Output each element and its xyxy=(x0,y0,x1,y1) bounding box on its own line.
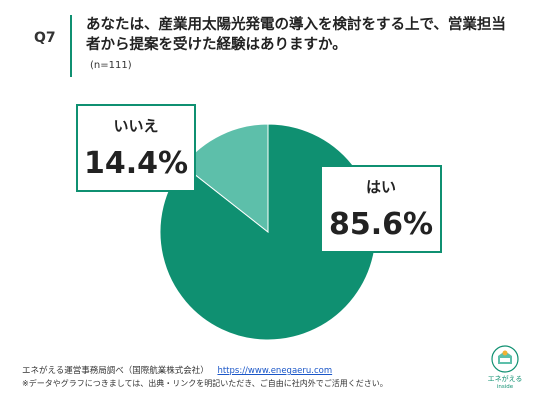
source-line: エネがえる運営事務局調べ（国際航業株式会社） https://www.enega… xyxy=(22,364,332,376)
question-number: Q7 xyxy=(34,30,56,46)
slice-value-yes: 85.6% xyxy=(328,207,434,242)
label-box-yes: はい 85.6% xyxy=(320,165,442,253)
logo-brand: エネがえる xyxy=(487,375,523,383)
source-link[interactable]: https://www.enegaeru.com xyxy=(217,366,333,376)
label-box-no: いいえ 14.4% xyxy=(76,104,196,192)
usage-note: ※データやグラフにつきましては、出典・リンクを明記いただき、ご自由に社内外でご活… xyxy=(22,379,388,388)
enegaeru-logo-icon xyxy=(491,345,519,373)
enegaeru-logo: エネがえる inside xyxy=(483,344,527,396)
logo-sub: inside xyxy=(496,384,514,390)
question-divider xyxy=(70,15,72,77)
sample-size: (n=111) xyxy=(90,60,132,71)
source-text: エネがえる運営事務局調べ（国際航業株式会社） xyxy=(22,366,209,376)
question-text: あなたは、産業用太陽光発電の導入を検討をする上で、営業担当者から提案を受けた経験… xyxy=(86,17,506,53)
slice-value-no: 14.4% xyxy=(83,146,189,181)
slice-label-no: いいえ xyxy=(113,117,159,135)
slice-label-yes: はい xyxy=(365,178,396,196)
